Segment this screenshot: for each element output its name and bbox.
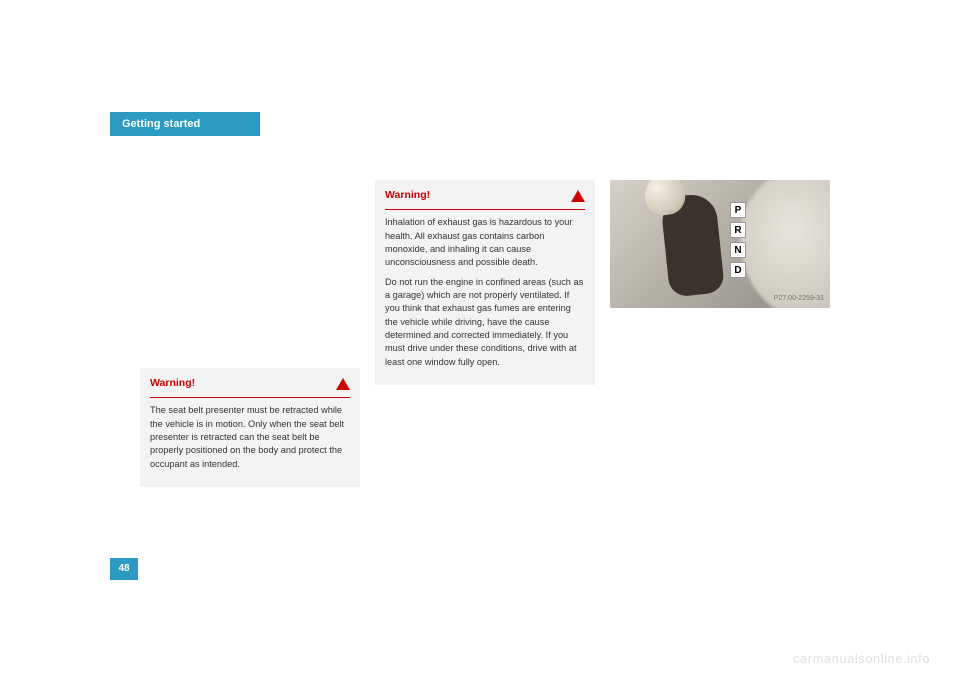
column-2: Warning! Inhalation of exhaust gas is ha…	[375, 180, 595, 385]
gear-n: N	[730, 242, 746, 258]
warning-header: Warning!	[375, 180, 595, 209]
column-1: Warning! The seat belt presenter must be…	[140, 180, 360, 487]
warning-triangle-icon	[336, 378, 350, 390]
column-1-leading-space	[140, 180, 360, 360]
watermark: carmanualsonline.info	[793, 651, 930, 666]
warning-divider	[150, 397, 350, 398]
gear-labels: P R N D	[730, 202, 746, 282]
warning-divider	[385, 209, 585, 210]
manual-page: Getting started Warning! The seat belt p…	[110, 70, 850, 610]
warning-text: The seat belt presenter must be retracte…	[150, 404, 350, 471]
warning-box-seatbelt: Warning! The seat belt presenter must be…	[140, 368, 360, 487]
seat-illustration	[740, 180, 830, 308]
warning-body: The seat belt presenter must be retracte…	[140, 404, 360, 487]
gear-shift-photo: P R N D P27.00-2259-31	[610, 180, 830, 308]
column-3: P R N D P27.00-2259-31	[610, 180, 830, 308]
warning-body: Inhalation of exhaust gas is hazardous t…	[375, 216, 595, 385]
photo-reference-label: P27.00-2259-31	[774, 294, 824, 304]
section-tab: Getting started	[110, 112, 260, 136]
gear-r: R	[730, 222, 746, 238]
gear-p: P	[730, 202, 746, 218]
warning-title: Warning!	[150, 376, 195, 391]
warning-triangle-icon	[571, 190, 585, 202]
warning-text-2: Do not run the engine in confined areas …	[385, 276, 585, 369]
warning-header: Warning!	[140, 368, 360, 397]
warning-text-1: Inhalation of exhaust gas is hazardous t…	[385, 216, 585, 269]
warning-box-exhaust: Warning! Inhalation of exhaust gas is ha…	[375, 180, 595, 385]
gear-d: D	[730, 262, 746, 278]
warning-title: Warning!	[385, 188, 430, 203]
page-number: 48	[110, 558, 138, 580]
